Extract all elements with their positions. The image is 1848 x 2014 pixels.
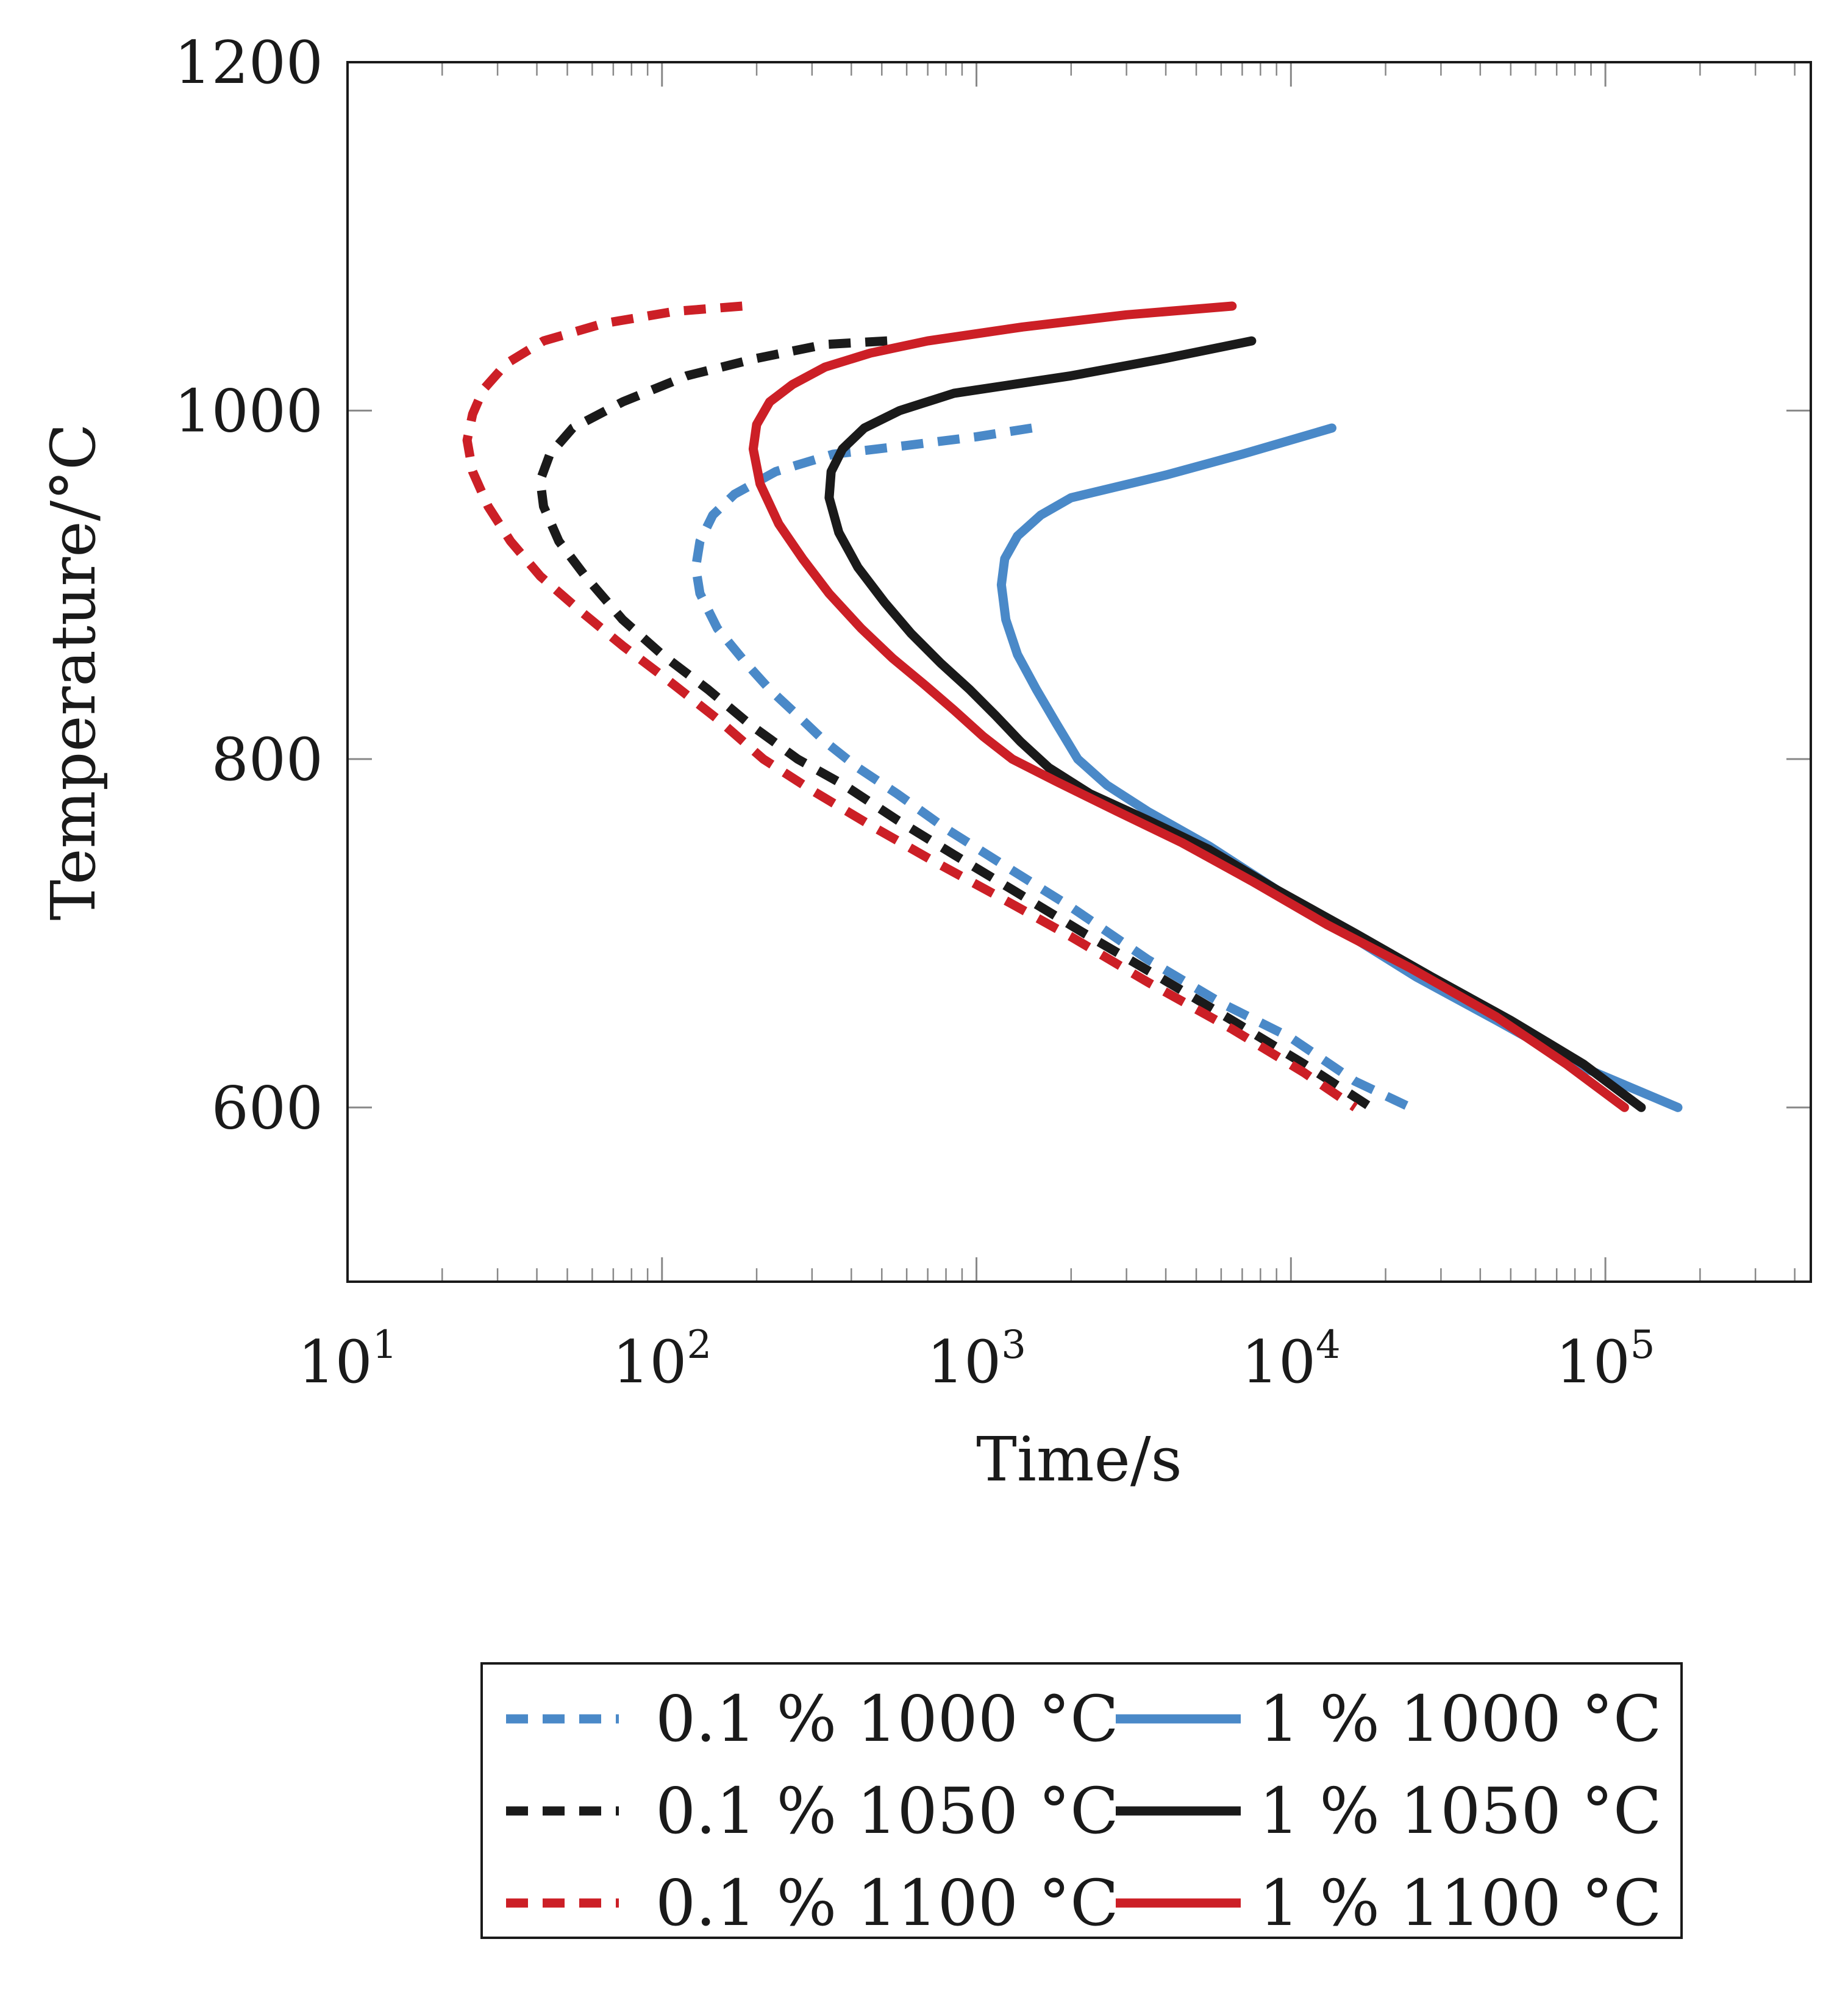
plot-frame (346, 61, 1812, 1283)
x-tick-label: 104 (1241, 1323, 1341, 1396)
y-axis-title: Temperature/°C (38, 423, 109, 920)
legend-frame (480, 1662, 1683, 1939)
x-tick-label-base: 10 (612, 1328, 687, 1396)
series-layer (462, 301, 1683, 1112)
legend-label-3: 0.1 % 1100 °C (655, 1866, 1119, 1940)
x-tick-label: 105 (1556, 1323, 1655, 1396)
series-line-3 (462, 301, 1358, 1112)
x-tick-labels: 101 102 103 104 105 (298, 1323, 1655, 1396)
y-tick-label: 1000 (174, 377, 323, 445)
series-line-1 (691, 423, 1413, 1112)
y-tick-label: 800 (212, 726, 323, 794)
y-tick-labels: 600 800 1000 1200 (174, 29, 323, 1142)
y-ticks (348, 61, 1811, 1109)
series-line-6 (748, 301, 1629, 1112)
x-tick-label-base: 10 (298, 1328, 373, 1396)
ticks (346, 61, 1811, 1282)
x-axis-title: Time/s (976, 1424, 1182, 1495)
x-tick-label-exponent: 4 (1316, 1323, 1341, 1368)
legend-label-1: 0.1 % 1000 °C (655, 1682, 1119, 1756)
x-minor-ticks (441, 62, 1796, 1282)
legend: 0.1 % 1000 °C 0.1 % 1050 °C 0.1 % 1100 °C 1… (480, 1662, 1683, 1940)
x-tick-label: 102 (612, 1323, 712, 1396)
series-line-2 (535, 336, 1374, 1112)
legend-label-5: 1 % 1050 °C (1259, 1774, 1661, 1848)
x-tick-label-exponent: 3 (1001, 1323, 1026, 1368)
x-major-ticks (346, 62, 1607, 1282)
legend-label-6: 1 % 1100 °C (1259, 1866, 1661, 1940)
x-tick-label-exponent: 5 (1630, 1323, 1655, 1368)
x-tick-label: 101 (298, 1323, 398, 1396)
legend-label-4: 1 % 1000 °C (1259, 1682, 1661, 1756)
x-tick-label-base: 10 (927, 1328, 1001, 1396)
series-line-5 (824, 336, 1646, 1112)
x-tick-label-base: 10 (1556, 1328, 1630, 1396)
x-tick-label-base: 10 (1241, 1328, 1316, 1396)
x-tick-label-exponent: 2 (687, 1323, 712, 1368)
x-tick-label-exponent: 1 (373, 1323, 398, 1368)
x-tick-label: 103 (927, 1323, 1026, 1396)
y-tick-label: 600 (212, 1074, 323, 1142)
series-line-4 (996, 423, 1683, 1112)
y-tick-label: 1200 (174, 29, 323, 97)
legend-label-2: 0.1 % 1050 °C (655, 1774, 1119, 1848)
